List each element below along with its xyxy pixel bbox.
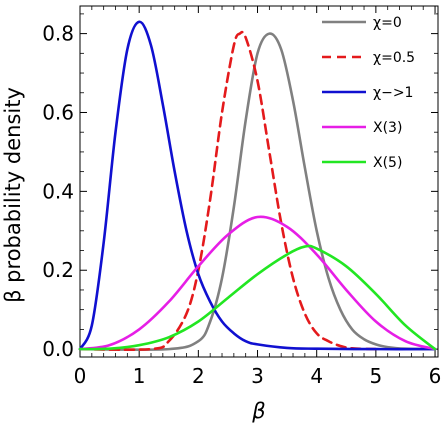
- series-lines: [78, 20, 437, 351]
- plot-border: [79, 5, 439, 358]
- legend: χ=0 χ=0.5 χ−>1 X(3) X(5): [322, 15, 415, 171]
- x-tick-label: 6: [429, 364, 442, 388]
- plot-frame: [79, 5, 439, 358]
- x-axis-label: β: [251, 399, 265, 423]
- series-line-3: [78, 20, 437, 351]
- series-line-2: [78, 30, 378, 351]
- series-line-1: [78, 32, 437, 351]
- legend-label-4: X(3): [373, 120, 402, 136]
- x-tick-label: 5: [370, 364, 383, 388]
- y-tick-label: 0.2: [42, 258, 74, 282]
- series-line-4: [78, 215, 437, 351]
- x-tick-label: 4: [310, 364, 323, 388]
- y-tick-label: 0.6: [42, 100, 74, 124]
- legend-label-2: χ=0.5: [373, 50, 415, 66]
- y-tick-label: 0.4: [42, 179, 74, 203]
- series-line-5: [78, 244, 437, 351]
- x-tick-label: 2: [192, 364, 205, 388]
- x-tick-label: 1: [133, 364, 146, 388]
- y-tick-label: 0.8: [42, 22, 74, 46]
- x-tick-label: 0: [74, 364, 87, 388]
- axis-ticks: 0 1 2 3 4 5 6 0.0 0.2 0.4 0.6 0.8: [42, 6, 441, 388]
- legend-label-3: χ−>1: [373, 85, 413, 101]
- legend-label-1: χ=0: [373, 15, 402, 31]
- x-tick-label: 3: [251, 364, 264, 388]
- legend-label-5: X(5): [373, 155, 402, 171]
- y-tick-label: 0.0: [42, 337, 74, 361]
- y-axis-label: β probability density: [1, 87, 25, 303]
